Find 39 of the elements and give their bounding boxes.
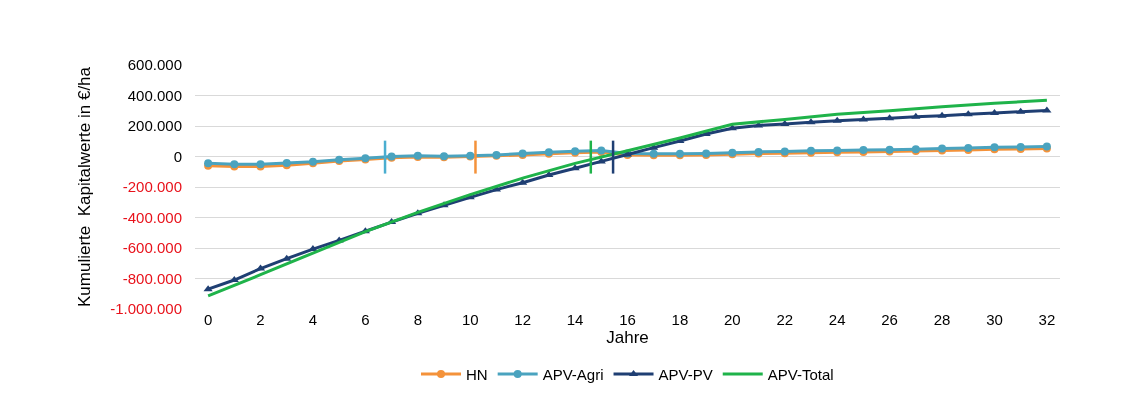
legend-label: HN (466, 365, 488, 383)
x-tick-label: 16 (619, 311, 636, 328)
y-tick-label: -400.000 (122, 208, 182, 226)
point (1016, 107, 1026, 114)
legend-label: APV-PV (658, 365, 713, 383)
x-tick-label: 8 (413, 311, 422, 328)
x-axis-title: Jahre (606, 328, 649, 347)
x-tick-label: 22 (776, 311, 794, 328)
x-tick-label: 20 (724, 311, 741, 328)
point (832, 116, 842, 123)
x-tick-label: 0 (203, 311, 213, 328)
point (885, 114, 895, 121)
legend-label: APV-Total (767, 365, 834, 383)
point (282, 254, 292, 261)
y-tick-label: 600.000 (127, 56, 182, 74)
x-tick-label: 24 (828, 311, 846, 328)
x-tick-label: 4 (308, 311, 318, 328)
x-tick-label: 14 (566, 311, 584, 328)
x-tick-label: 28 (933, 311, 951, 328)
y-tick-label: 200.000 (127, 117, 182, 135)
point (780, 120, 790, 127)
x-tick-label: 10 (461, 311, 479, 328)
y-tick-label: -200.000 (122, 178, 182, 196)
x-tick-label: 32 (1038, 311, 1056, 328)
x-tick-label: 26 (881, 311, 898, 328)
x-tick-label: 30 (986, 311, 1003, 328)
y-tick-label: -600.000 (122, 239, 182, 257)
y-tick-label: -1.000.000 (110, 300, 182, 318)
legend-label: APV-Agri (542, 365, 604, 383)
x-tick-label: 12 (514, 311, 531, 328)
x-tick-label: 18 (671, 311, 689, 328)
x-tick-label: 2 (256, 311, 265, 328)
y-tick-label: 400.000 (127, 86, 182, 104)
y-tick-label: -800.000 (122, 269, 182, 287)
y-axis-title: Kumulierte Kapitalwerte in €/ha (74, 66, 94, 308)
x-tick-label: 6 (361, 311, 370, 328)
point (911, 112, 921, 119)
y-tick-label: 0 (173, 147, 182, 165)
point (937, 111, 947, 118)
